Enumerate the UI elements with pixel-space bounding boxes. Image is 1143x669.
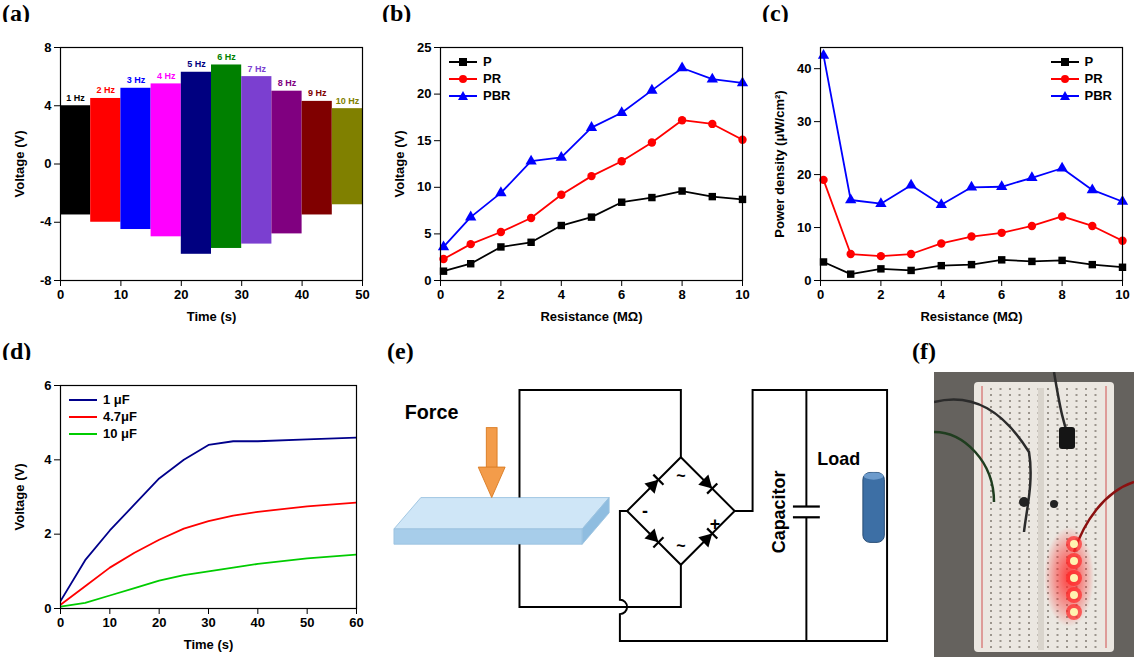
html-text:PBR: PBR: [483, 88, 511, 103]
svg-text:Voltage (V): Voltage (V): [12, 131, 27, 198]
svg-text:9 Hz: 9 Hz: [308, 88, 327, 98]
svg-text:6: 6: [998, 287, 1005, 302]
svg-text:50: 50: [300, 615, 314, 630]
svg-text:-8: -8: [40, 273, 52, 288]
svg-text:8: 8: [1058, 287, 1065, 302]
svg-text:-4: -4: [40, 214, 52, 229]
svg-text:4: 4: [938, 287, 946, 302]
svg-text:20: 20: [152, 615, 166, 630]
html-text:(a): (a): [2, 0, 30, 26]
svg-text:2: 2: [877, 287, 884, 302]
svg-text:4: 4: [44, 98, 52, 113]
html-text:PBR: PBR: [1084, 88, 1112, 103]
svg-text:Time (s): Time (s): [187, 309, 237, 324]
svg-text:10: 10: [797, 220, 811, 235]
svg-text:Voltage (V): Voltage (V): [392, 131, 407, 198]
svg-text:Power density (μW/cm²): Power density (μW/cm²): [772, 90, 787, 237]
svg-text:Force: Force: [405, 401, 459, 423]
html-text:PR: PR: [483, 71, 502, 86]
svg-text:6 Hz: 6 Hz: [217, 52, 236, 62]
svg-text:40: 40: [251, 615, 265, 630]
svg-text:0: 0: [424, 273, 431, 288]
svg-text:20: 20: [417, 86, 431, 101]
svg-text:0: 0: [57, 287, 64, 302]
svg-text:30: 30: [201, 615, 215, 630]
svg-text:-: -: [642, 501, 648, 521]
svg-text:Resistance (MΩ): Resistance (MΩ): [540, 309, 642, 324]
svg-text:10 Hz: 10 Hz: [336, 96, 360, 106]
svg-text:0: 0: [44, 156, 51, 171]
svg-text:0: 0: [57, 615, 64, 630]
svg-text:10: 10: [114, 287, 128, 302]
svg-text:10: 10: [735, 287, 749, 302]
svg-text:Voltage (V): Voltage (V): [12, 464, 27, 531]
svg-text:8 Hz: 8 Hz: [278, 78, 297, 88]
svg-text:15: 15: [417, 133, 431, 148]
html-text:PR: PR: [1084, 71, 1103, 86]
html-text:P: P: [1084, 54, 1094, 69]
svg-text:6: 6: [618, 287, 625, 302]
svg-text:3 Hz: 3 Hz: [127, 75, 146, 85]
svg-text:0: 0: [44, 601, 51, 616]
svg-text:4: 4: [44, 452, 52, 467]
svg-text:25: 25: [417, 40, 431, 55]
html-text:4.7μF: 4.7μF: [103, 409, 137, 424]
html-text:(e): (e): [387, 338, 414, 364]
html-text:P: P: [483, 54, 492, 69]
html-text:1 μF: 1 μF: [103, 392, 130, 407]
svg-text:4 Hz: 4 Hz: [157, 71, 176, 81]
svg-text:60: 60: [349, 615, 363, 630]
svg-text:8: 8: [678, 287, 685, 302]
svg-text:20: 20: [797, 167, 811, 182]
svg-text:5: 5: [424, 226, 431, 241]
svg-text:0: 0: [804, 273, 811, 288]
svg-text:40: 40: [797, 61, 811, 76]
svg-text:2: 2: [44, 526, 51, 541]
svg-text:~: ~: [676, 466, 685, 484]
svg-text:4: 4: [558, 287, 566, 302]
svg-text:40: 40: [295, 287, 309, 302]
html-text:(c): (c): [762, 0, 789, 26]
svg-text:7 Hz: 7 Hz: [248, 64, 267, 74]
html-text:(b): (b): [382, 0, 412, 26]
svg-text:8: 8: [44, 40, 51, 55]
html-text:(f): (f): [912, 338, 936, 364]
svg-text:~: ~: [676, 536, 685, 554]
svg-text:Resistance (MΩ): Resistance (MΩ): [920, 309, 1022, 324]
svg-text:0: 0: [437, 287, 444, 302]
svg-text:0: 0: [817, 287, 824, 302]
svg-text:20: 20: [174, 287, 188, 302]
html-text:(d): (d): [2, 338, 32, 364]
svg-text:Time (s): Time (s): [184, 637, 234, 652]
svg-text:2 Hz: 2 Hz: [97, 85, 116, 95]
svg-text:50: 50: [355, 287, 369, 302]
svg-text:5 Hz: 5 Hz: [187, 59, 206, 69]
svg-text:10: 10: [103, 615, 117, 630]
svg-text:Load: Load: [817, 449, 860, 469]
svg-text:10: 10: [417, 179, 431, 194]
svg-text:30: 30: [234, 287, 248, 302]
svg-text:6: 6: [44, 378, 51, 393]
svg-text:1 Hz: 1 Hz: [66, 93, 85, 103]
svg-text:+: +: [710, 514, 720, 534]
svg-text:10: 10: [1115, 287, 1129, 302]
svg-text:Capacitor: Capacitor: [769, 471, 789, 554]
svg-text:30: 30: [797, 114, 811, 129]
html-text:10 μF: 10 μF: [103, 426, 137, 441]
svg-text:2: 2: [497, 287, 504, 302]
